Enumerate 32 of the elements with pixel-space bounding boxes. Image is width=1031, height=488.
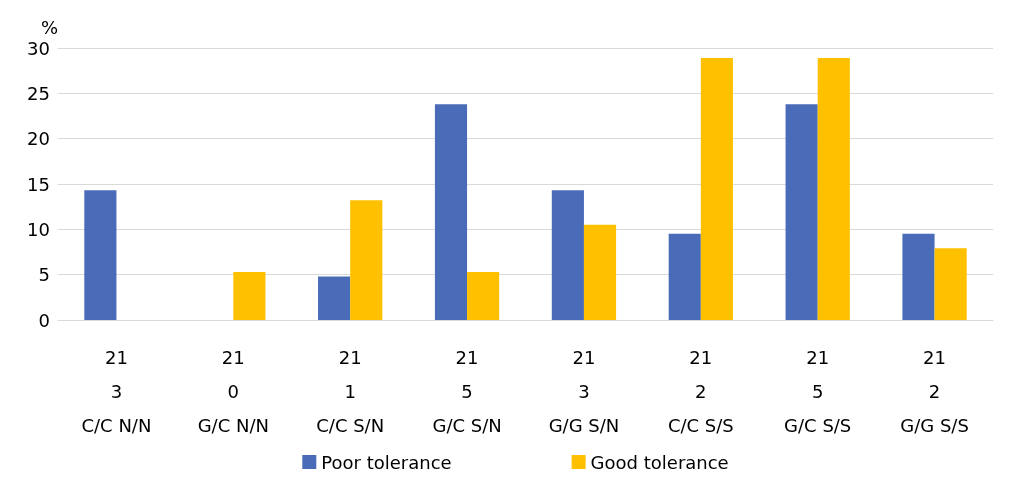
bar [318, 276, 351, 320]
bar [467, 271, 500, 320]
x-tick-label: 21 3 G/G S/N [548, 346, 620, 436]
bar [934, 248, 967, 320]
bar [902, 233, 935, 320]
y-tick-label: 25 [27, 82, 50, 104]
bar [350, 200, 383, 320]
x-tick-label: 21 2 G/G S/S [900, 346, 969, 436]
x-tick-label: 21 1 C/C S/N [316, 346, 385, 436]
bar [583, 224, 617, 320]
bar [84, 190, 117, 320]
legend-label: Good tolerance [590, 451, 729, 473]
bar [785, 104, 818, 320]
x-tick-label: 21 3 C/C N/N [81, 346, 152, 436]
bar [551, 190, 584, 320]
x-tick-label: 21 0 G/C N/N [197, 346, 269, 436]
legend-label: Poor tolerance [321, 451, 452, 473]
x-tick-label: 21 2 C/C S/S [667, 346, 734, 436]
x-tick-label: 21 5 G/C S/S [784, 346, 852, 436]
bar [700, 57, 733, 320]
x-tick-label: 21 5 G/C S/N [432, 346, 502, 436]
y-tick-label: 20 [27, 128, 50, 150]
y-tick-label: 0 [38, 309, 50, 331]
y-tick-label: 10 [27, 218, 50, 240]
bar [817, 57, 850, 320]
y-axis-title: % [40, 16, 58, 38]
y-tick-label: 15 [27, 173, 50, 195]
y-tick-label: 5 [38, 264, 50, 286]
bar [233, 271, 266, 320]
bar [668, 233, 701, 320]
y-tick-label: 30 [27, 37, 50, 59]
bar [434, 104, 468, 320]
